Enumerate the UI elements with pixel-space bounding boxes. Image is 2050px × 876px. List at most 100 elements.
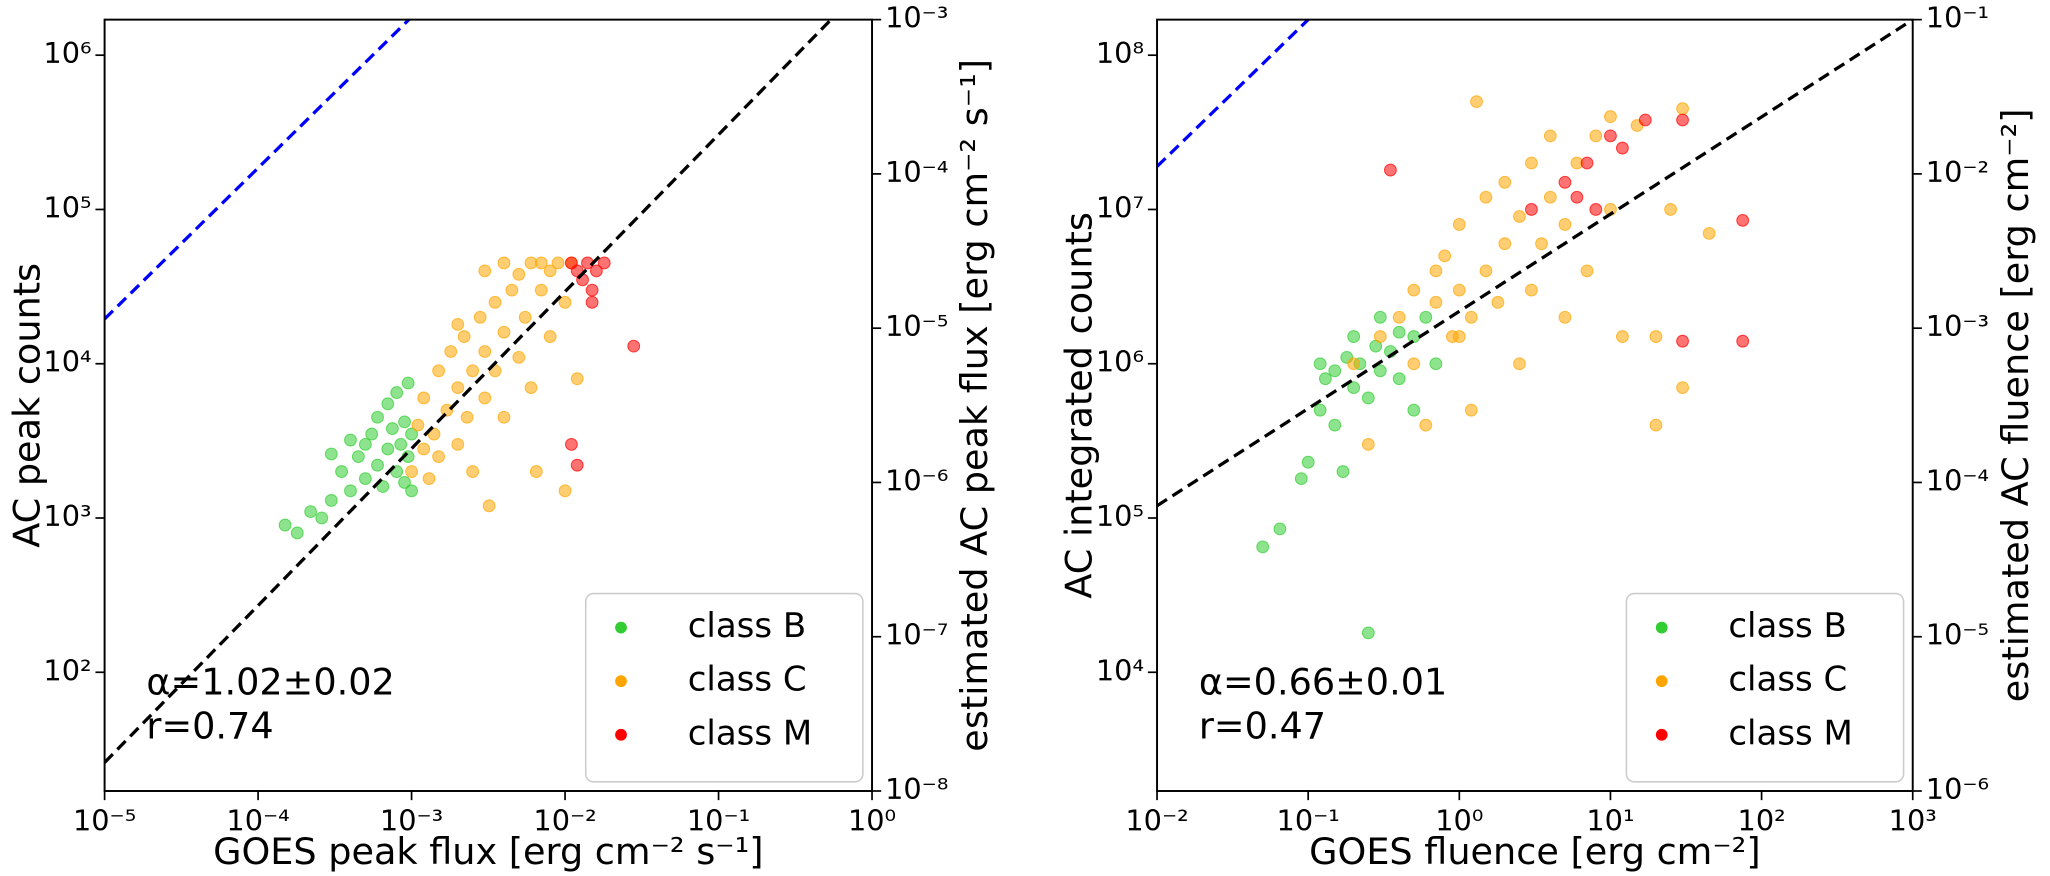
point bbox=[460, 410, 474, 424]
y-tick-label: 10⁵ bbox=[43, 190, 91, 224]
point bbox=[390, 386, 404, 399]
y2-tick-label: 10⁻⁶ bbox=[885, 463, 948, 497]
point bbox=[1491, 295, 1505, 309]
point bbox=[534, 256, 548, 270]
point bbox=[1373, 330, 1387, 343]
x-tick-label: 10³ bbox=[1889, 803, 1937, 837]
point bbox=[324, 447, 338, 461]
point bbox=[401, 376, 415, 390]
legend-label: class M bbox=[1728, 713, 1853, 753]
point bbox=[1328, 418, 1342, 432]
point bbox=[398, 415, 411, 429]
x-tick-label: 10⁻⁴ bbox=[226, 803, 289, 837]
axes-frame bbox=[1156, 18, 1914, 792]
point bbox=[466, 465, 480, 478]
point bbox=[518, 310, 532, 324]
panel: 10⁻² 10⁻¹ 10⁰ 10¹ 10² 10³ 10⁴ 10⁵ 10⁶ 10⁷ 10⁸ 10⁻⁶ 1… bbox=[1058, 1, 2037, 874]
y-tick-label: 10⁵ bbox=[1096, 499, 1144, 533]
point bbox=[534, 283, 548, 297]
point bbox=[444, 345, 458, 358]
point bbox=[1525, 283, 1538, 297]
point bbox=[497, 325, 511, 339]
point bbox=[1361, 437, 1375, 451]
point bbox=[1498, 237, 1512, 251]
point bbox=[1513, 357, 1526, 371]
point bbox=[1373, 364, 1387, 378]
point bbox=[1407, 403, 1421, 417]
fit-line bbox=[1157, 19, 1310, 168]
point bbox=[376, 480, 390, 493]
point bbox=[290, 526, 304, 540]
y-tick-label: 10⁴ bbox=[1096, 653, 1144, 687]
point bbox=[512, 350, 526, 364]
y2-tick-label: 10⁻⁷ bbox=[885, 618, 948, 652]
point bbox=[1570, 190, 1584, 204]
point bbox=[1664, 203, 1678, 216]
point bbox=[457, 330, 471, 343]
fit-line bbox=[1157, 19, 1913, 508]
point bbox=[405, 484, 418, 498]
point bbox=[398, 476, 411, 489]
x-tick-label: 10² bbox=[1738, 803, 1786, 837]
y-tick-label: 10⁸ bbox=[1096, 36, 1144, 70]
point bbox=[1525, 156, 1538, 170]
point bbox=[558, 295, 572, 309]
point bbox=[488, 295, 502, 309]
point bbox=[304, 505, 318, 519]
plot-area bbox=[104, 19, 833, 764]
y-tick-label: 10⁶ bbox=[43, 36, 91, 70]
point bbox=[1616, 330, 1629, 343]
point bbox=[1361, 626, 1375, 640]
point bbox=[589, 264, 603, 278]
point bbox=[1604, 110, 1617, 123]
point bbox=[432, 450, 446, 464]
point bbox=[324, 494, 338, 507]
legend-marker bbox=[615, 621, 627, 634]
point bbox=[1543, 190, 1557, 204]
point bbox=[371, 458, 384, 472]
x-tick-label: 10⁻² bbox=[1125, 803, 1188, 837]
legend-marker bbox=[1655, 621, 1668, 634]
point bbox=[358, 472, 372, 486]
point bbox=[570, 458, 584, 472]
point bbox=[1392, 310, 1406, 324]
x-axis-label: GOES peak flux [erg cm⁻² s⁻¹] bbox=[213, 830, 763, 873]
point bbox=[1313, 403, 1327, 417]
point bbox=[1479, 190, 1493, 204]
point bbox=[371, 410, 384, 424]
point bbox=[1589, 129, 1603, 143]
point bbox=[627, 339, 641, 353]
point bbox=[1452, 218, 1466, 231]
point bbox=[1558, 218, 1572, 231]
point bbox=[512, 267, 526, 281]
point bbox=[1347, 330, 1361, 343]
point bbox=[570, 372, 584, 386]
legend-box bbox=[584, 592, 864, 783]
y2-tick-label: 10⁻³ bbox=[885, 1, 948, 35]
point bbox=[278, 518, 292, 532]
point bbox=[385, 422, 399, 435]
legend-label: class B bbox=[1728, 606, 1846, 646]
point bbox=[478, 345, 492, 358]
point bbox=[497, 256, 511, 270]
point bbox=[565, 437, 578, 451]
point bbox=[1392, 325, 1406, 339]
y2-tick-label: 10⁻³ bbox=[1926, 309, 1989, 343]
point bbox=[1464, 403, 1478, 417]
y2-axis-label: estimated AC fluence [erg cm⁻²] bbox=[1994, 108, 2037, 702]
point bbox=[1479, 264, 1493, 278]
y2-tick-label: 10⁻⁵ bbox=[885, 309, 948, 343]
point bbox=[344, 433, 357, 447]
point bbox=[1407, 283, 1421, 297]
point bbox=[351, 450, 365, 464]
y-axis-label: AC peak counts bbox=[5, 263, 48, 548]
legend-marker bbox=[615, 675, 627, 688]
point bbox=[1676, 113, 1689, 127]
point bbox=[1736, 334, 1750, 348]
annotation: α=0.66±0.01 bbox=[1199, 660, 1447, 703]
point bbox=[1347, 381, 1361, 395]
point bbox=[1273, 522, 1287, 536]
point bbox=[558, 484, 572, 498]
point bbox=[1676, 381, 1689, 395]
